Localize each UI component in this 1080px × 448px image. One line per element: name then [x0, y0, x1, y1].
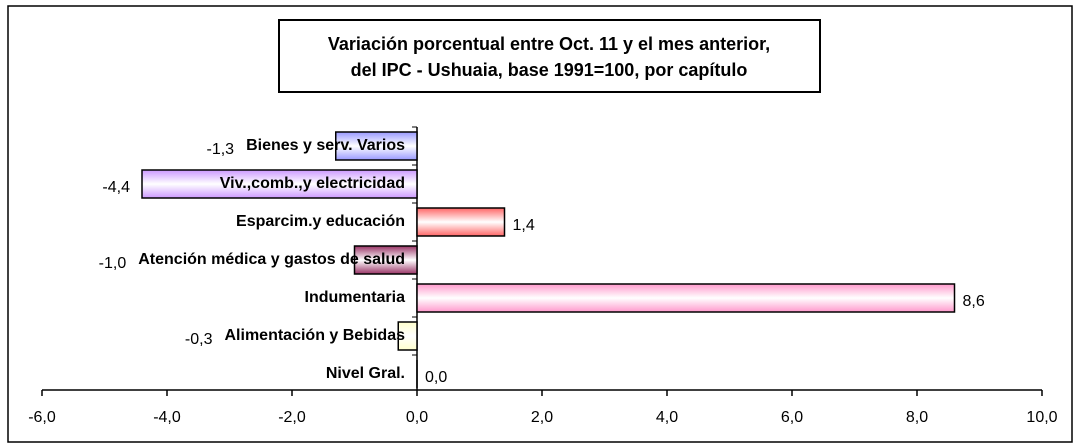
bar	[141, 169, 418, 199]
y-tick-label: Bienes y serv. Varios	[246, 137, 405, 154]
y-tick-label: Atención médica y gastos de salud	[138, 251, 405, 268]
value-label: 1,4	[513, 217, 535, 234]
title-box	[278, 19, 821, 93]
chart-title: del IPC - Ushuaia, base 1991=100, por ca…	[351, 60, 748, 80]
x-tick-label: 4,0	[656, 409, 678, 426]
y-tick-label: Indumentaria	[305, 289, 406, 306]
x-tick-label: 2,0	[531, 409, 553, 426]
y-tick-label: Viv.,comb.,y electricidad	[220, 175, 405, 192]
value-label: -4,4	[102, 179, 130, 196]
bar	[416, 283, 956, 313]
value-label: -1,3	[207, 141, 235, 158]
bar	[416, 207, 506, 237]
bar	[397, 321, 418, 351]
value-label: 0,0	[425, 369, 447, 386]
value-label: -0,3	[185, 331, 213, 348]
x-tick-label: 0,0	[406, 409, 428, 426]
value-label: 8,6	[963, 293, 985, 310]
value-label: -1,0	[99, 255, 127, 272]
y-tick-label: Esparcim.y educación	[236, 213, 405, 230]
bar	[353, 245, 418, 275]
x-tick-label: -4,0	[153, 409, 181, 426]
y-tick-label: Alimentación y Bebidas	[225, 327, 406, 344]
x-tick-label: 10,0	[1026, 409, 1057, 426]
y-tick-label: Nivel Gral.	[326, 365, 405, 382]
x-tick-label: -6,0	[28, 409, 56, 426]
x-tick-label: -2,0	[278, 409, 306, 426]
bar	[335, 131, 418, 161]
x-tick-label: 8,0	[906, 409, 928, 426]
x-tick-label: 6,0	[781, 409, 803, 426]
chart-title: Variación porcentual entre Oct. 11 y el …	[328, 34, 770, 54]
